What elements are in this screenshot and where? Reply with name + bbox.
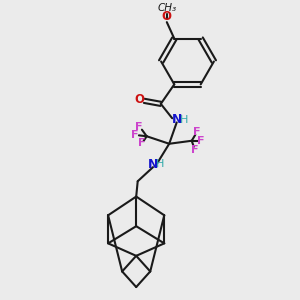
Text: O: O [134,94,144,106]
Text: N: N [172,113,182,126]
Text: O: O [162,10,172,23]
Text: F: F [191,145,198,155]
Text: F: F [197,136,205,146]
Text: H: H [156,159,164,169]
Text: H: H [179,115,188,125]
Text: F: F [131,130,138,140]
Text: F: F [135,122,143,132]
Text: CH₃: CH₃ [157,3,176,13]
Text: F: F [138,138,146,148]
Text: F: F [193,127,201,137]
Text: N: N [148,158,158,171]
